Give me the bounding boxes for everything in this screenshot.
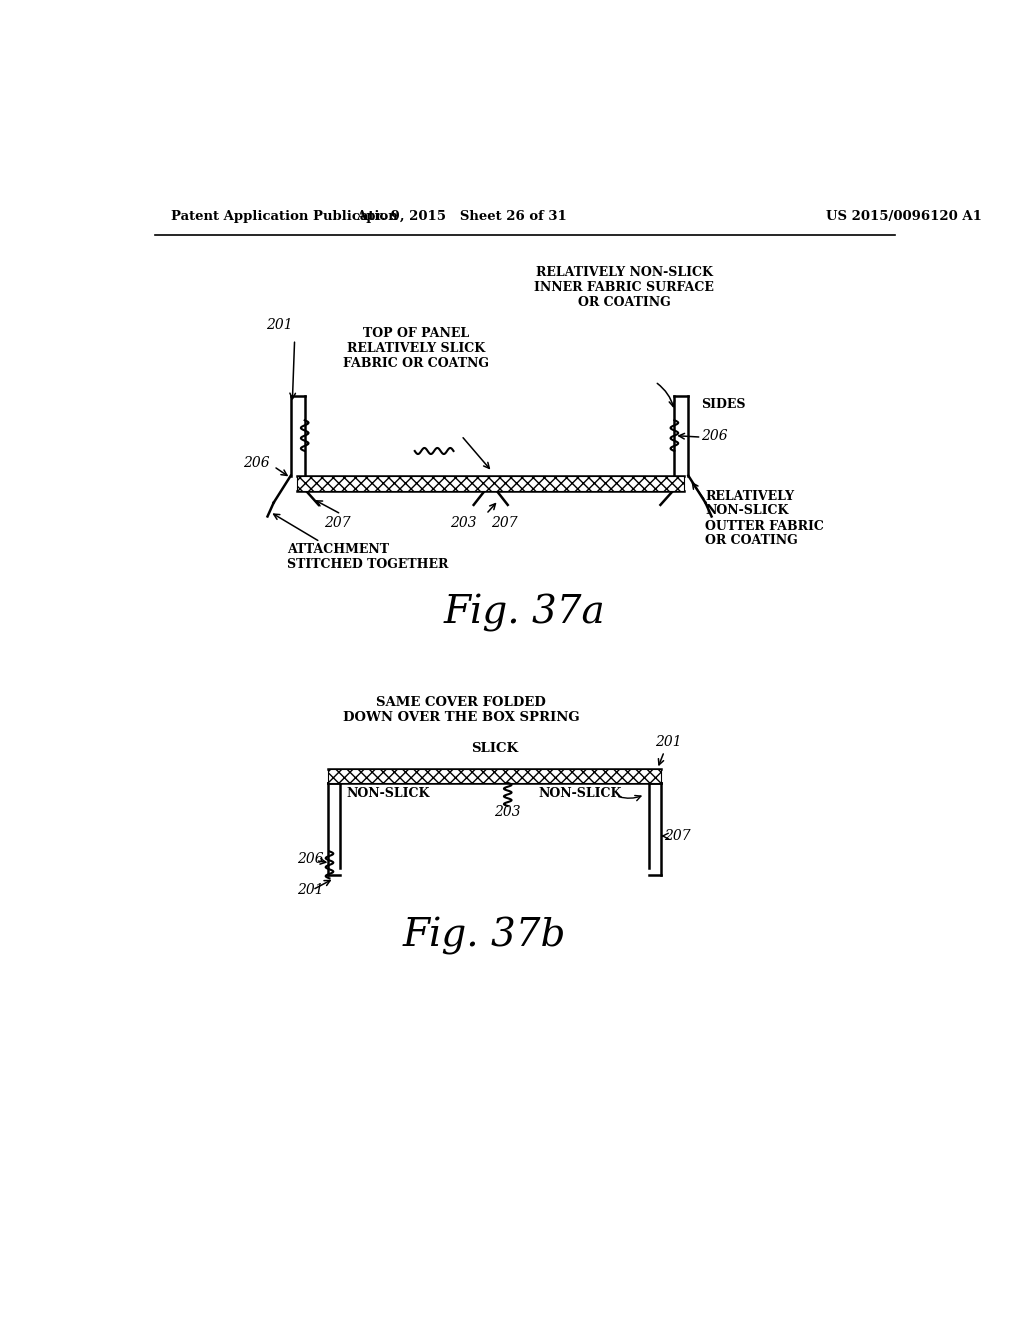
Text: 201: 201 [655, 735, 682, 748]
Text: NON-SLICK: NON-SLICK [346, 787, 430, 800]
Text: 206: 206 [701, 429, 728, 442]
Bar [328, 770, 662, 783]
Text: ATTACHMENT
STITCHED TOGETHER: ATTACHMENT STITCHED TOGETHER [287, 544, 449, 572]
Text: 207: 207 [324, 516, 350, 531]
Bar [297, 475, 684, 491]
Text: NON-SLICK: NON-SLICK [539, 787, 623, 800]
Text: 207: 207 [490, 516, 517, 531]
Text: TOP OF PANEL
RELATIVELY SLICK
FABRIC OR COATNG: TOP OF PANEL RELATIVELY SLICK FABRIC OR … [343, 327, 489, 370]
Text: Fig. 37a: Fig. 37a [444, 594, 605, 632]
Text: 203: 203 [495, 805, 521, 820]
Text: 201: 201 [266, 318, 293, 331]
Text: 206: 206 [297, 853, 324, 866]
Text: Patent Application Publication: Patent Application Publication [171, 210, 397, 223]
Text: Fig. 37b: Fig. 37b [402, 917, 566, 956]
Text: 203: 203 [451, 516, 477, 531]
Text: SIDES: SIDES [701, 399, 746, 412]
Text: 206: 206 [243, 455, 269, 470]
Text: 201: 201 [297, 883, 324, 896]
Text: SAME COVER FOLDED
DOWN OVER THE BOX SPRING: SAME COVER FOLDED DOWN OVER THE BOX SPRI… [343, 697, 580, 725]
Text: US 2015/0096120 A1: US 2015/0096120 A1 [825, 210, 981, 223]
Text: Apr. 9, 2015   Sheet 26 of 31: Apr. 9, 2015 Sheet 26 of 31 [356, 210, 566, 223]
Text: RELATIVELY NON-SLICK
INNER FABRIC SURFACE
OR COATING: RELATIVELY NON-SLICK INNER FABRIC SURFAC… [535, 265, 714, 309]
Text: RELATIVELY
NON-SLICK
OUTTER FABRIC
OR COATING: RELATIVELY NON-SLICK OUTTER FABRIC OR CO… [706, 490, 824, 548]
Text: SLICK: SLICK [471, 742, 518, 755]
Text: 207: 207 [665, 829, 691, 843]
